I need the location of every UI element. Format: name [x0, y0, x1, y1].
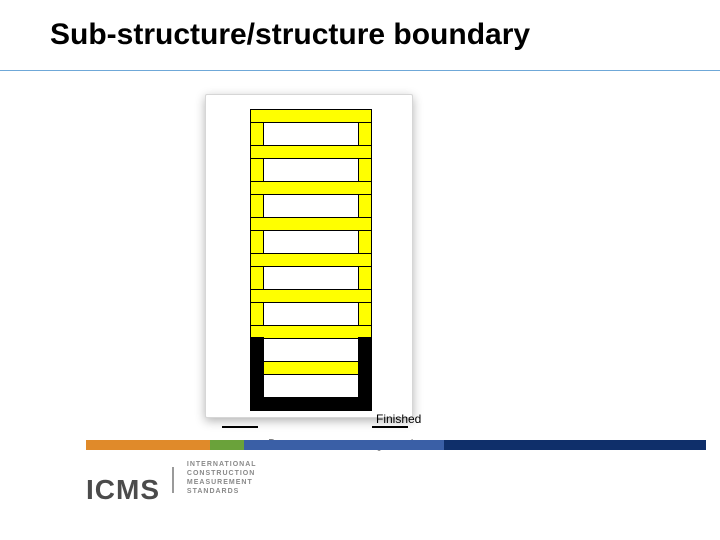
- building: [250, 109, 372, 411]
- floor-slab: [250, 181, 372, 195]
- accent-stripe-green: [210, 440, 244, 450]
- floor-slab: [250, 109, 372, 123]
- basement-slab: [250, 397, 372, 411]
- ground-line-left: [222, 426, 258, 428]
- figure-inner: Basement Finished ground: [214, 103, 404, 409]
- ground-line-right: [372, 426, 408, 428]
- accent-stripe-blue-light: [244, 440, 444, 450]
- floor-slab: [250, 253, 372, 267]
- logo: ICMS INTERNATIONAL CONSTRUCTION MEASUREM…: [86, 460, 386, 500]
- logo-main: ICMS: [86, 474, 160, 506]
- logo-divider: [172, 467, 174, 493]
- floor-slab: [250, 217, 372, 231]
- floor-slab: [250, 361, 372, 375]
- floor-slab: [250, 325, 372, 339]
- floor-slab: [250, 145, 372, 159]
- boundary-figure: Basement Finished ground: [205, 94, 413, 418]
- floor-slab: [250, 289, 372, 303]
- page-title: Sub-structure/structure boundary: [50, 18, 530, 52]
- title-underline: [0, 70, 720, 71]
- label-finished: Finished: [376, 412, 421, 426]
- logo-subtitle: INTERNATIONAL CONSTRUCTION MEASUREMENT S…: [187, 460, 257, 496]
- accent-stripe-orange: [86, 440, 210, 450]
- accent-stripe-blue-dark: [444, 440, 706, 450]
